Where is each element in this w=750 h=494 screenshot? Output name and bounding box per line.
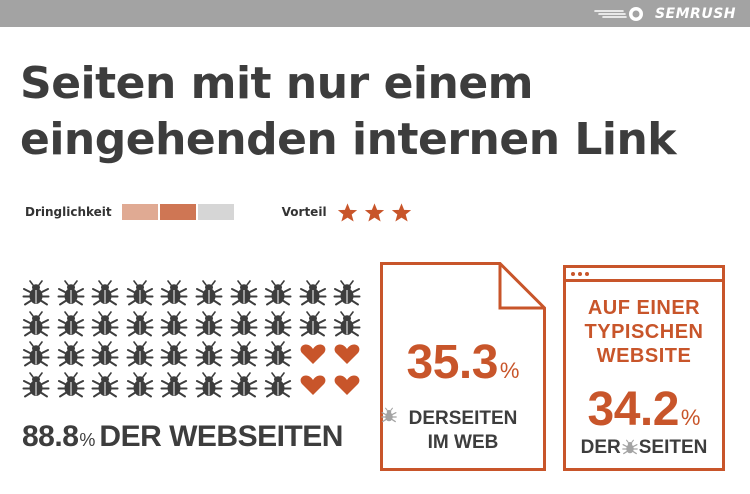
bug-icon (299, 280, 327, 306)
heart-icon (333, 341, 361, 367)
bug-icon (126, 372, 154, 398)
bug-icon (91, 280, 119, 306)
site-stat-heading-2: TYPISCHEN (584, 321, 704, 343)
webpages-stat: 88.8 % DER WEBSEITEN (22, 420, 343, 454)
browser-dot-icon (578, 272, 582, 276)
bug-icon (333, 311, 361, 337)
bug-icon (57, 311, 85, 337)
web-stat-document: 35.3 % DER SEITEN IM WEB (380, 262, 546, 471)
urgency-label: Dringlichkeit (25, 205, 112, 219)
site-stat-value: 34.2 (587, 383, 680, 436)
bug-icon (126, 280, 154, 306)
bug-icon (22, 341, 50, 367)
site-stat-caption: DER SEITEN (566, 436, 722, 460)
bug-icon (195, 372, 223, 398)
star-icon (337, 202, 358, 223)
bug-grid (22, 280, 367, 400)
bug-icon (622, 439, 638, 455)
urgency-segment (121, 204, 158, 220)
bug-icon (57, 341, 85, 367)
bug-icon (264, 372, 292, 398)
web-stat-number: 35.3 % (380, 335, 546, 390)
brand-logo: SEMRUSH (593, 5, 736, 23)
bug-icon (160, 311, 188, 337)
bug-icon (299, 311, 327, 337)
site-stat-heading-3: WEBSITE (596, 345, 692, 367)
bug-icon (381, 407, 397, 423)
benefit-label: Vorteil (281, 205, 327, 219)
bug-icon (22, 280, 50, 306)
bug-icon (22, 372, 50, 398)
site-stat-caption-a: DER (580, 437, 621, 458)
bug-icon (91, 341, 119, 367)
browser-dot-icon (571, 272, 575, 276)
bug-icon (160, 372, 188, 398)
title-line-2: eingehenden internen Link (20, 114, 677, 165)
bug-icon (91, 311, 119, 337)
webpages-stat-percent: % (79, 430, 96, 450)
bug-icon (57, 372, 85, 398)
heart-icon (299, 372, 327, 398)
site-stat-heading: AUF EINER TYPISCHEN WEBSITE (566, 296, 722, 368)
bug-icon (195, 341, 223, 367)
heart-icon (333, 372, 361, 398)
rating-row: Dringlichkeit Vorteil (25, 202, 412, 222)
site-stat-heading-1: AUF EINER (587, 297, 701, 319)
site-stat-number: 34.2 % (566, 382, 722, 437)
urgency-segment (197, 204, 234, 220)
webpages-stat-value: 88.8 (22, 420, 79, 453)
star-icon (391, 202, 412, 223)
bug-icon (333, 280, 361, 306)
bug-icon (230, 341, 258, 367)
bug-icon (91, 372, 119, 398)
bug-icon (230, 372, 258, 398)
bug-icon (160, 280, 188, 306)
bug-icon (230, 311, 258, 337)
bug-icon (195, 311, 223, 337)
bug-icon (230, 280, 258, 306)
semrush-fireball-icon (594, 7, 643, 21)
site-stat-browser: AUF EINER TYPISCHEN WEBSITE 34.2 % DER SE… (563, 265, 725, 471)
browser-window-bar (566, 268, 722, 282)
web-stat-value: 35.3 (406, 336, 499, 389)
web-stat-caption-line2: IM WEB (427, 432, 499, 453)
bug-icon (126, 341, 154, 367)
document-outline-icon (380, 262, 546, 471)
web-stat-percent: % (499, 358, 520, 383)
bug-icon (22, 311, 50, 337)
bug-icon (264, 280, 292, 306)
bug-icon (195, 280, 223, 306)
top-bar: SEMRUSH (0, 0, 750, 27)
site-stat-caption-b: SEITEN (638, 437, 708, 458)
benefit-stars (337, 202, 412, 223)
bug-icon (160, 341, 188, 367)
urgency-segment (159, 204, 196, 220)
bug-icon (126, 311, 154, 337)
web-stat-caption-b: SEITEN (448, 408, 518, 429)
browser-dot-icon (585, 272, 589, 276)
webpages-stat-text: DER WEBSEITEN (99, 420, 343, 453)
web-stat-caption: DER SEITEN IM WEB (380, 407, 546, 455)
bug-icon (264, 311, 292, 337)
bug-icon (57, 280, 85, 306)
urgency-meter (121, 204, 234, 220)
heart-icon (299, 341, 327, 367)
bug-icon (264, 341, 292, 367)
web-stat-caption-a: DER (408, 408, 449, 429)
star-icon (364, 202, 385, 223)
brand-name: SEMRUSH (654, 6, 736, 22)
title-line-1: Seiten mit nur einem (20, 58, 534, 109)
site-stat-percent: % (680, 405, 701, 430)
page-title: Seiten mit nur einem eingehenden interne… (20, 56, 740, 168)
